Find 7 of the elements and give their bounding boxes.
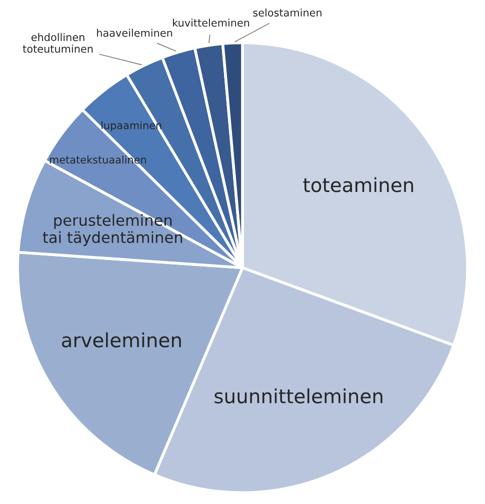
slice-label: ehdollinen toteutuminen <box>22 33 93 53</box>
slice-label: haaveileminen <box>97 28 172 37</box>
slice-label: toteaminen <box>303 177 414 192</box>
slice-label: suunnitteleminen <box>214 388 382 404</box>
slice-label: arveleminen <box>62 332 181 348</box>
slice-label: kuvitteleminen <box>173 18 250 27</box>
slice-label: selostaminen <box>253 8 322 17</box>
